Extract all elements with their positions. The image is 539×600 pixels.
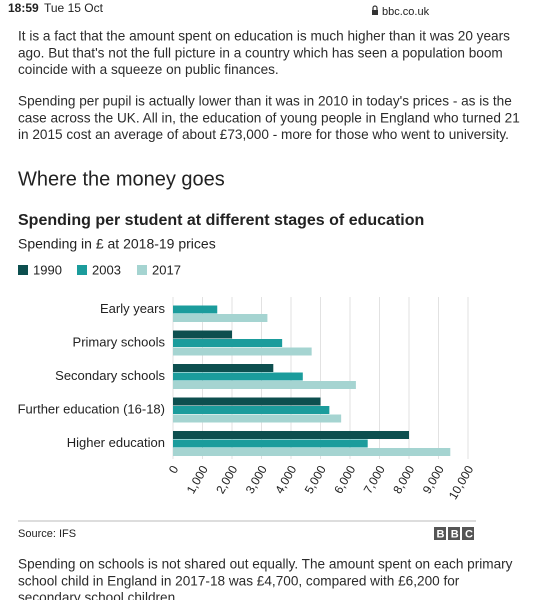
status-date: Tue 15 Oct [44,1,104,15]
paragraph-line: Spending on schools is not shared out eq… [18,557,513,572]
chart-subtitle: Spending in £ at 2018-19 prices [18,236,216,252]
lock-icon [372,5,378,15]
bar [173,397,321,406]
bbc-logo: BBC [434,527,480,540]
bar [173,448,451,456]
section-heading: Where the money goes [18,168,225,190]
paragraph-line: coincide with a squeeze on public financ… [18,62,279,77]
legend-swatch [137,265,147,275]
legend-swatch [77,265,87,275]
bar [173,347,312,356]
bar [173,330,232,339]
status-time: 18:59 [8,1,39,15]
paragraph-line: secondary school children. [18,590,179,600]
legend-label: 1990 [33,262,62,277]
bar [173,364,274,372]
category-label: Primary schools [73,335,166,350]
category-label: Secondary schools [55,368,165,383]
bar [173,339,283,347]
legend-label: 2017 [152,262,181,277]
bar [173,414,342,423]
bar [173,372,303,381]
category-label: Higher education [67,435,165,450]
category-label: Early years [100,301,166,316]
paragraph-line: in 2015 cost an average of about £73,000… [18,127,509,142]
chart-title: Spending per student at different stages… [18,212,424,229]
bar [173,439,368,448]
paragraph-line: Spending per pupil is actually lower tha… [18,94,512,109]
paragraph-line: It is a fact that the amount spent on ed… [18,29,510,44]
paragraph-line: ago. But that's not the full picture in … [18,45,503,60]
bar [173,406,330,414]
url[interactable]: bbc.co.uk [382,6,430,18]
bar [173,305,218,314]
bar [173,314,268,322]
bar [173,381,356,389]
category-label: Further education (16-18) [18,402,165,417]
paragraph-line: case across the UK. All in, the educatio… [18,110,520,125]
paragraph-line: school child in England in 2017-18 was £… [18,573,460,588]
legend-label: 2003 [92,262,121,277]
logo-text: BBC [437,528,480,540]
bar [173,431,409,439]
chart-source: Source: IFS [18,528,76,540]
legend-swatch [18,265,28,275]
